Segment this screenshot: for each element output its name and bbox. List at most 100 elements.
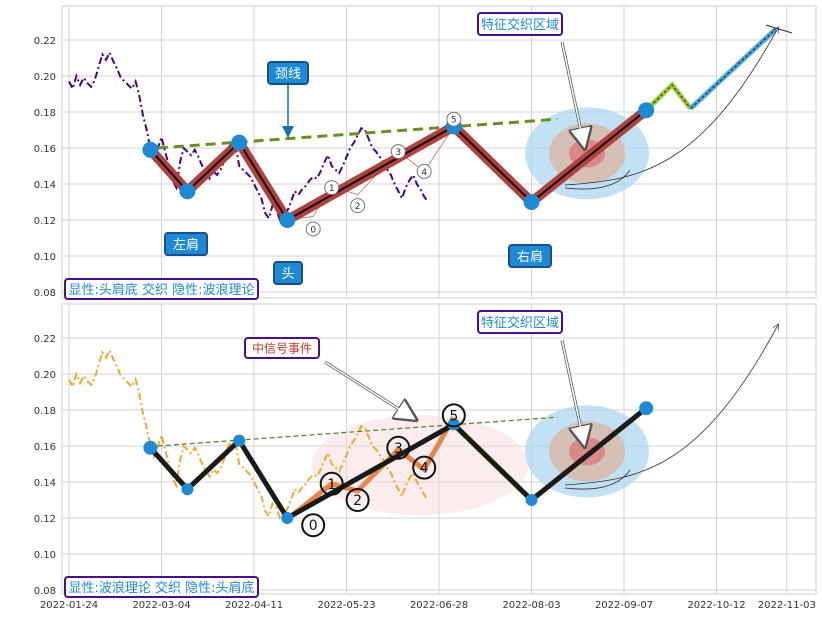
wave-number: 2 [355,202,361,212]
wave-circle [416,163,432,179]
signal-label-text: 中信号事件 [252,340,312,355]
wave-label-1: 1 [324,180,340,196]
x-tick-label: 2022-11-03 [758,600,816,611]
feature-label-box [477,12,563,36]
y-tick-label: 0.20 [34,72,56,83]
feature-label-text: 特征交织区域 [481,17,559,33]
head-label-text: 头 [281,267,294,282]
forecast-arrow [564,28,778,186]
pattern-legend: 显性:波浪理论 交织 隐性:头肩底 [64,576,259,598]
wave-label-5: 5 [441,403,466,428]
y-tick-label: 0.18 [34,108,56,119]
left-shoulder-label-text: 左肩 [173,237,199,253]
wave-label-5: 5 [446,111,462,127]
y-tick-label: 0.12 [34,514,56,525]
feature-label: 特征交织区域 [477,310,563,334]
right-shoulder-label-text: 右肩 [517,249,543,265]
wave-circle [441,403,466,428]
wave-number: 5 [451,116,457,126]
wave-circle [446,111,462,127]
x-tick-label: 2022-06-28 [410,600,468,611]
wave-label-2: 2 [350,198,366,214]
pivot-point [142,141,159,158]
wave-number: 2 [353,493,362,509]
wave-circle [412,455,437,480]
pattern-legend-box [64,576,259,598]
feature-arrow-inner [561,339,585,444]
x-tick-label: 2022-03-04 [132,600,190,611]
signal-label: 中信号事件 [244,337,320,359]
y-tick-label: 0.08 [34,288,56,299]
right-shoulder-label-box [508,244,552,268]
projection-blue-dash [690,28,777,109]
y-tick-label: 0.14 [34,478,56,489]
neckline-label-text: 颈线 [275,67,301,82]
x-tick-label: 2022-08-03 [502,600,560,611]
signal-label-box [244,337,320,359]
head-label: 头 [273,261,303,285]
wave-number: 3 [394,441,403,457]
y-tick-label: 0.16 [34,442,56,453]
feature-label: 特征交织区域 [477,12,563,36]
pivot-point [525,494,538,506]
wave-circle [390,144,406,160]
neckline [157,416,558,447]
pivot-point [231,134,248,151]
pivot-point [233,434,246,447]
forecast-curve [564,469,631,490]
pattern-legend: 显性:头肩底 交织 隐性:波浪理论 [64,278,259,300]
y-tick-label: 0.10 [34,252,56,263]
wave-label-0: 0 [305,221,321,237]
wave-label-0: 0 [301,513,326,538]
wave-label-1: 1 [319,471,344,496]
pattern-legend-text: 显性:波浪理论 交织 隐性:头肩底 [68,580,254,596]
wave-circle [305,221,321,237]
left-shoulder-label: 左肩 [164,232,208,256]
wave-number: 1 [327,477,336,493]
y-tick-label: 0.12 [34,216,56,227]
target-zone-inner [569,437,605,466]
wave-number: 1 [329,184,335,194]
projection-green-dash [645,84,691,111]
signal-arrow-inner [324,361,414,419]
feature-label-text: 特征交织区域 [481,315,559,331]
x-tick-label: 2022-05-23 [317,600,375,611]
neckline-label: 颈线 [267,61,309,85]
wave-number: 0 [309,518,318,534]
pattern-legend-box [64,278,259,300]
wave-number: 3 [395,148,401,158]
wave-circle [324,180,340,196]
pivot-point [523,194,540,210]
price-line [68,50,429,222]
y-tick-label: 0.14 [34,180,56,191]
wave-line [289,415,456,519]
forecast-arrow [564,325,778,486]
wave-label-2: 2 [345,488,370,512]
y-tick-label: 0.08 [34,586,56,597]
pivot-point [447,418,460,431]
pivot-point [279,212,296,228]
x-tick-label: 2022-04-11 [225,600,283,611]
wave-circle [301,513,326,538]
y-tick-label: 0.22 [34,334,56,345]
pivot-point [639,401,654,416]
wave-circle [319,471,344,496]
wave-label-4: 4 [416,163,432,179]
neckline-label-box [267,61,309,85]
wave-circle [345,488,370,512]
right-shoulder-label: 右肩 [508,244,552,268]
price-line [68,348,429,520]
x-tick-label: 2022-09-07 [595,600,653,611]
pivot-point [638,102,655,119]
wave-label-3: 3 [390,144,406,160]
wave-circle [350,198,366,214]
y-tick-label: 0.22 [34,36,56,47]
pivot-point [281,512,294,524]
wave-label-4: 4 [412,455,437,480]
pattern-legend-text: 显性:头肩底 交织 隐性:波浪理论 [68,282,254,298]
y-tick-label: 0.10 [34,550,56,561]
pivot-point [181,483,194,496]
wave-number: 5 [449,408,458,424]
